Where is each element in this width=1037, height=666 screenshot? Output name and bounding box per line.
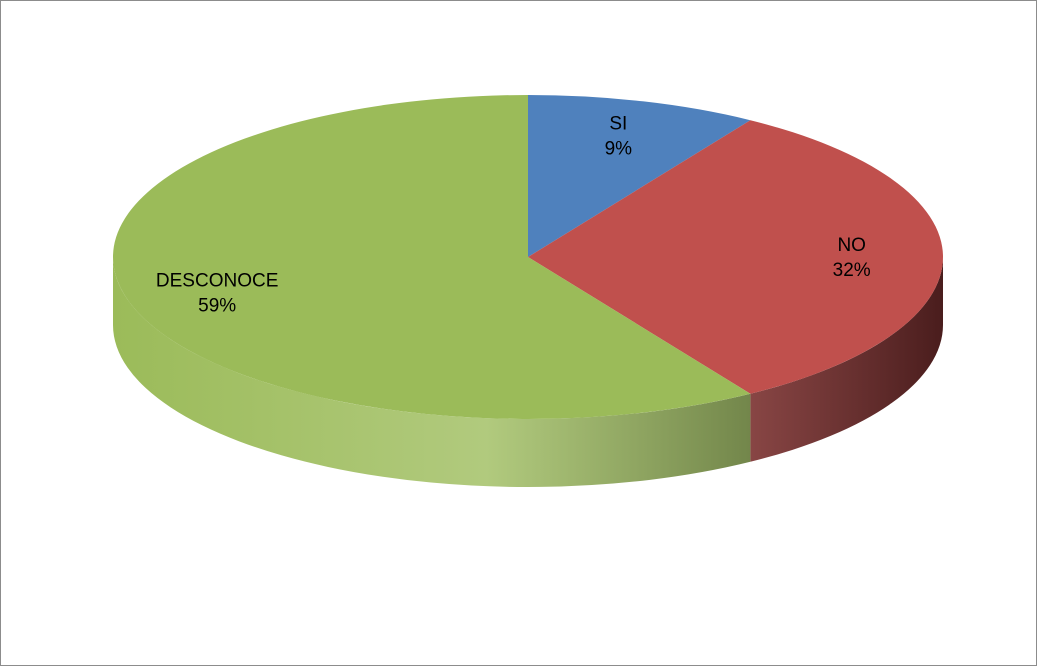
slice-value-si: 9% <box>605 139 633 160</box>
slice-side-desconoce <box>113 257 751 487</box>
slice-label-no: NO <box>837 235 866 256</box>
slice-side-no <box>750 257 943 462</box>
slice-label-desconoce: DESCONOCE <box>156 270 278 291</box>
slice-desconoce <box>112 95 751 419</box>
pie-labels: SI 9% NO 32% DESCONOCE 59% <box>156 114 871 317</box>
slice-label-si: SI <box>609 114 627 135</box>
pie-sides <box>113 257 943 487</box>
slice-si <box>528 95 751 257</box>
slice-value-no: 32% <box>833 260 871 281</box>
slice-no <box>528 120 943 394</box>
slice-value-desconoce: 59% <box>198 295 236 316</box>
pie-tops <box>112 95 943 419</box>
